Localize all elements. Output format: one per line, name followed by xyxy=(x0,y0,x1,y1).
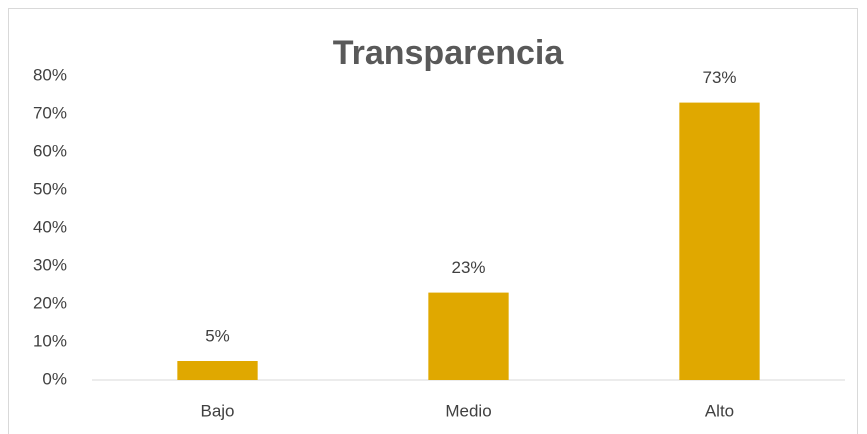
data-label: 73% xyxy=(702,68,736,87)
y-tick-label: 50% xyxy=(33,179,67,198)
bar xyxy=(428,292,509,380)
x-tick-label: Bajo xyxy=(200,401,234,420)
data-label: 23% xyxy=(451,258,485,277)
y-tick-label: 30% xyxy=(33,255,67,274)
x-tick-label: Alto xyxy=(705,401,734,420)
data-label: 5% xyxy=(205,326,230,345)
y-tick-label: 80% xyxy=(33,65,67,84)
y-tick-label: 70% xyxy=(33,103,67,122)
y-tick-label: 0% xyxy=(42,369,67,388)
chart-title: Transparencia xyxy=(333,34,565,72)
bar xyxy=(679,102,760,380)
x-tick-label: Medio xyxy=(445,401,491,420)
y-tick-label: 40% xyxy=(33,217,67,236)
y-tick-label: 20% xyxy=(33,293,67,312)
y-tick-label: 10% xyxy=(33,331,67,350)
y-tick-label: 60% xyxy=(33,141,67,160)
bar xyxy=(177,361,258,380)
